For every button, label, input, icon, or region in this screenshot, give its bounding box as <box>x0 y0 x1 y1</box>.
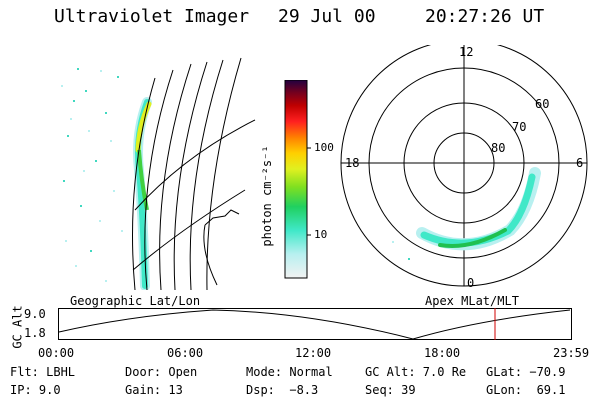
seq-info: Seq: 39 <box>365 383 416 397</box>
filter-info: Flt: LBHL <box>10 365 76 379</box>
noise-dots <box>63 68 119 252</box>
ip-info: IP: 9.0 <box>10 383 61 397</box>
instrument-title: Ultraviolet Imager <box>54 6 250 27</box>
x-tick-0600: 06:00 <box>167 346 204 360</box>
auroral-oval-core <box>438 228 507 248</box>
map-lines <box>132 57 256 290</box>
colorbar-tick-100: 100 <box>314 141 334 154</box>
polar-plot <box>340 45 588 287</box>
apex-label: Apex MLat/MLT <box>425 294 519 308</box>
gc-alt-info: GC Alt: 7.0 Re <box>365 365 467 379</box>
geographic-image <box>61 57 256 290</box>
colorbar-gradient <box>284 80 308 279</box>
colorbar-unit: photon cm⁻²s⁻¹ <box>260 145 274 247</box>
mlt-label-bottom: 0 <box>467 276 475 290</box>
auroral-oval-outer <box>416 167 541 251</box>
altitude-timeline <box>58 308 572 340</box>
auroral-oval-mid <box>420 173 536 247</box>
glon-info: GLon: 69.1 <box>486 383 566 397</box>
colorbar <box>284 80 311 279</box>
mlt-label-left: 18 <box>345 156 360 170</box>
y-tick-top: 9.0 <box>24 307 46 321</box>
lat-label-80: 80 <box>491 141 506 155</box>
polar-grid <box>340 45 588 287</box>
x-tick-1800: 18:00 <box>424 346 461 360</box>
timeline-frame <box>58 308 572 340</box>
lat-label-60: 60 <box>535 97 550 111</box>
date-label: 29 Jul 00 <box>278 6 376 27</box>
gc-alt-axis-title: GC Alt <box>10 305 25 349</box>
x-tick-0000: 00:00 <box>38 346 75 360</box>
door-info: Door: Open <box>125 365 198 379</box>
dsp-info: Dsp: −8.3 <box>246 383 319 397</box>
time-label: 20:27:26 UT <box>425 6 545 27</box>
glat-info: GLat: −70.9 <box>486 365 566 379</box>
mlt-label-right: 6 <box>576 156 584 170</box>
x-tick-2359: 23:59 <box>553 346 590 360</box>
x-tick-1200: 12:00 <box>295 346 332 360</box>
mlt-label-top: 12 <box>459 45 474 59</box>
colorbar-tick-10: 10 <box>314 228 328 241</box>
lat-label-70: 70 <box>512 120 527 134</box>
altitude-curve <box>58 309 571 340</box>
mode-info: Mode: Normal <box>246 365 333 379</box>
y-tick-bottom: 1.8 <box>24 326 46 340</box>
noise-dots-faint <box>61 70 123 282</box>
gain-info: Gain: 13 <box>125 383 183 397</box>
geographic-label: Geographic Lat/Lon <box>70 294 201 308</box>
